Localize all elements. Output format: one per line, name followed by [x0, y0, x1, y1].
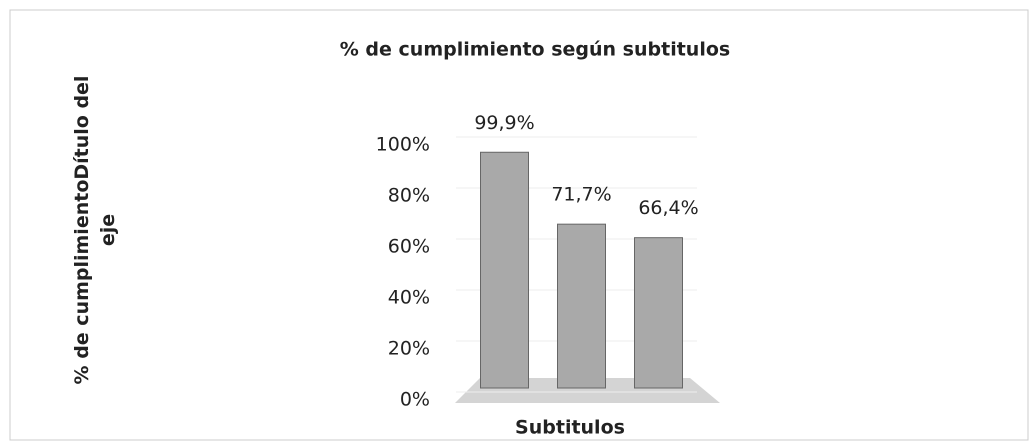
y-tick-label: 20% [388, 338, 430, 360]
bar [557, 223, 606, 389]
value-label: 66,4% [638, 197, 698, 219]
y-tick-label: 0% [400, 389, 430, 411]
bar [480, 151, 529, 389]
y-tick-label: 60% [388, 236, 430, 258]
y-axis-label: % de cumplimientoDítulo del eje [71, 75, 119, 385]
y-tick-label: 40% [388, 287, 430, 309]
y-tick-label: 100% [376, 134, 430, 156]
value-label: 99,9% [474, 112, 534, 134]
x-axis-label: Subtitulos [515, 417, 625, 439]
value-label: 71,7% [551, 184, 611, 206]
chart-title: % de cumplimiento según subtitulos [340, 39, 730, 61]
chart-frame [9, 9, 1029, 441]
y-tick-label: 80% [388, 185, 430, 207]
bar [634, 237, 683, 389]
